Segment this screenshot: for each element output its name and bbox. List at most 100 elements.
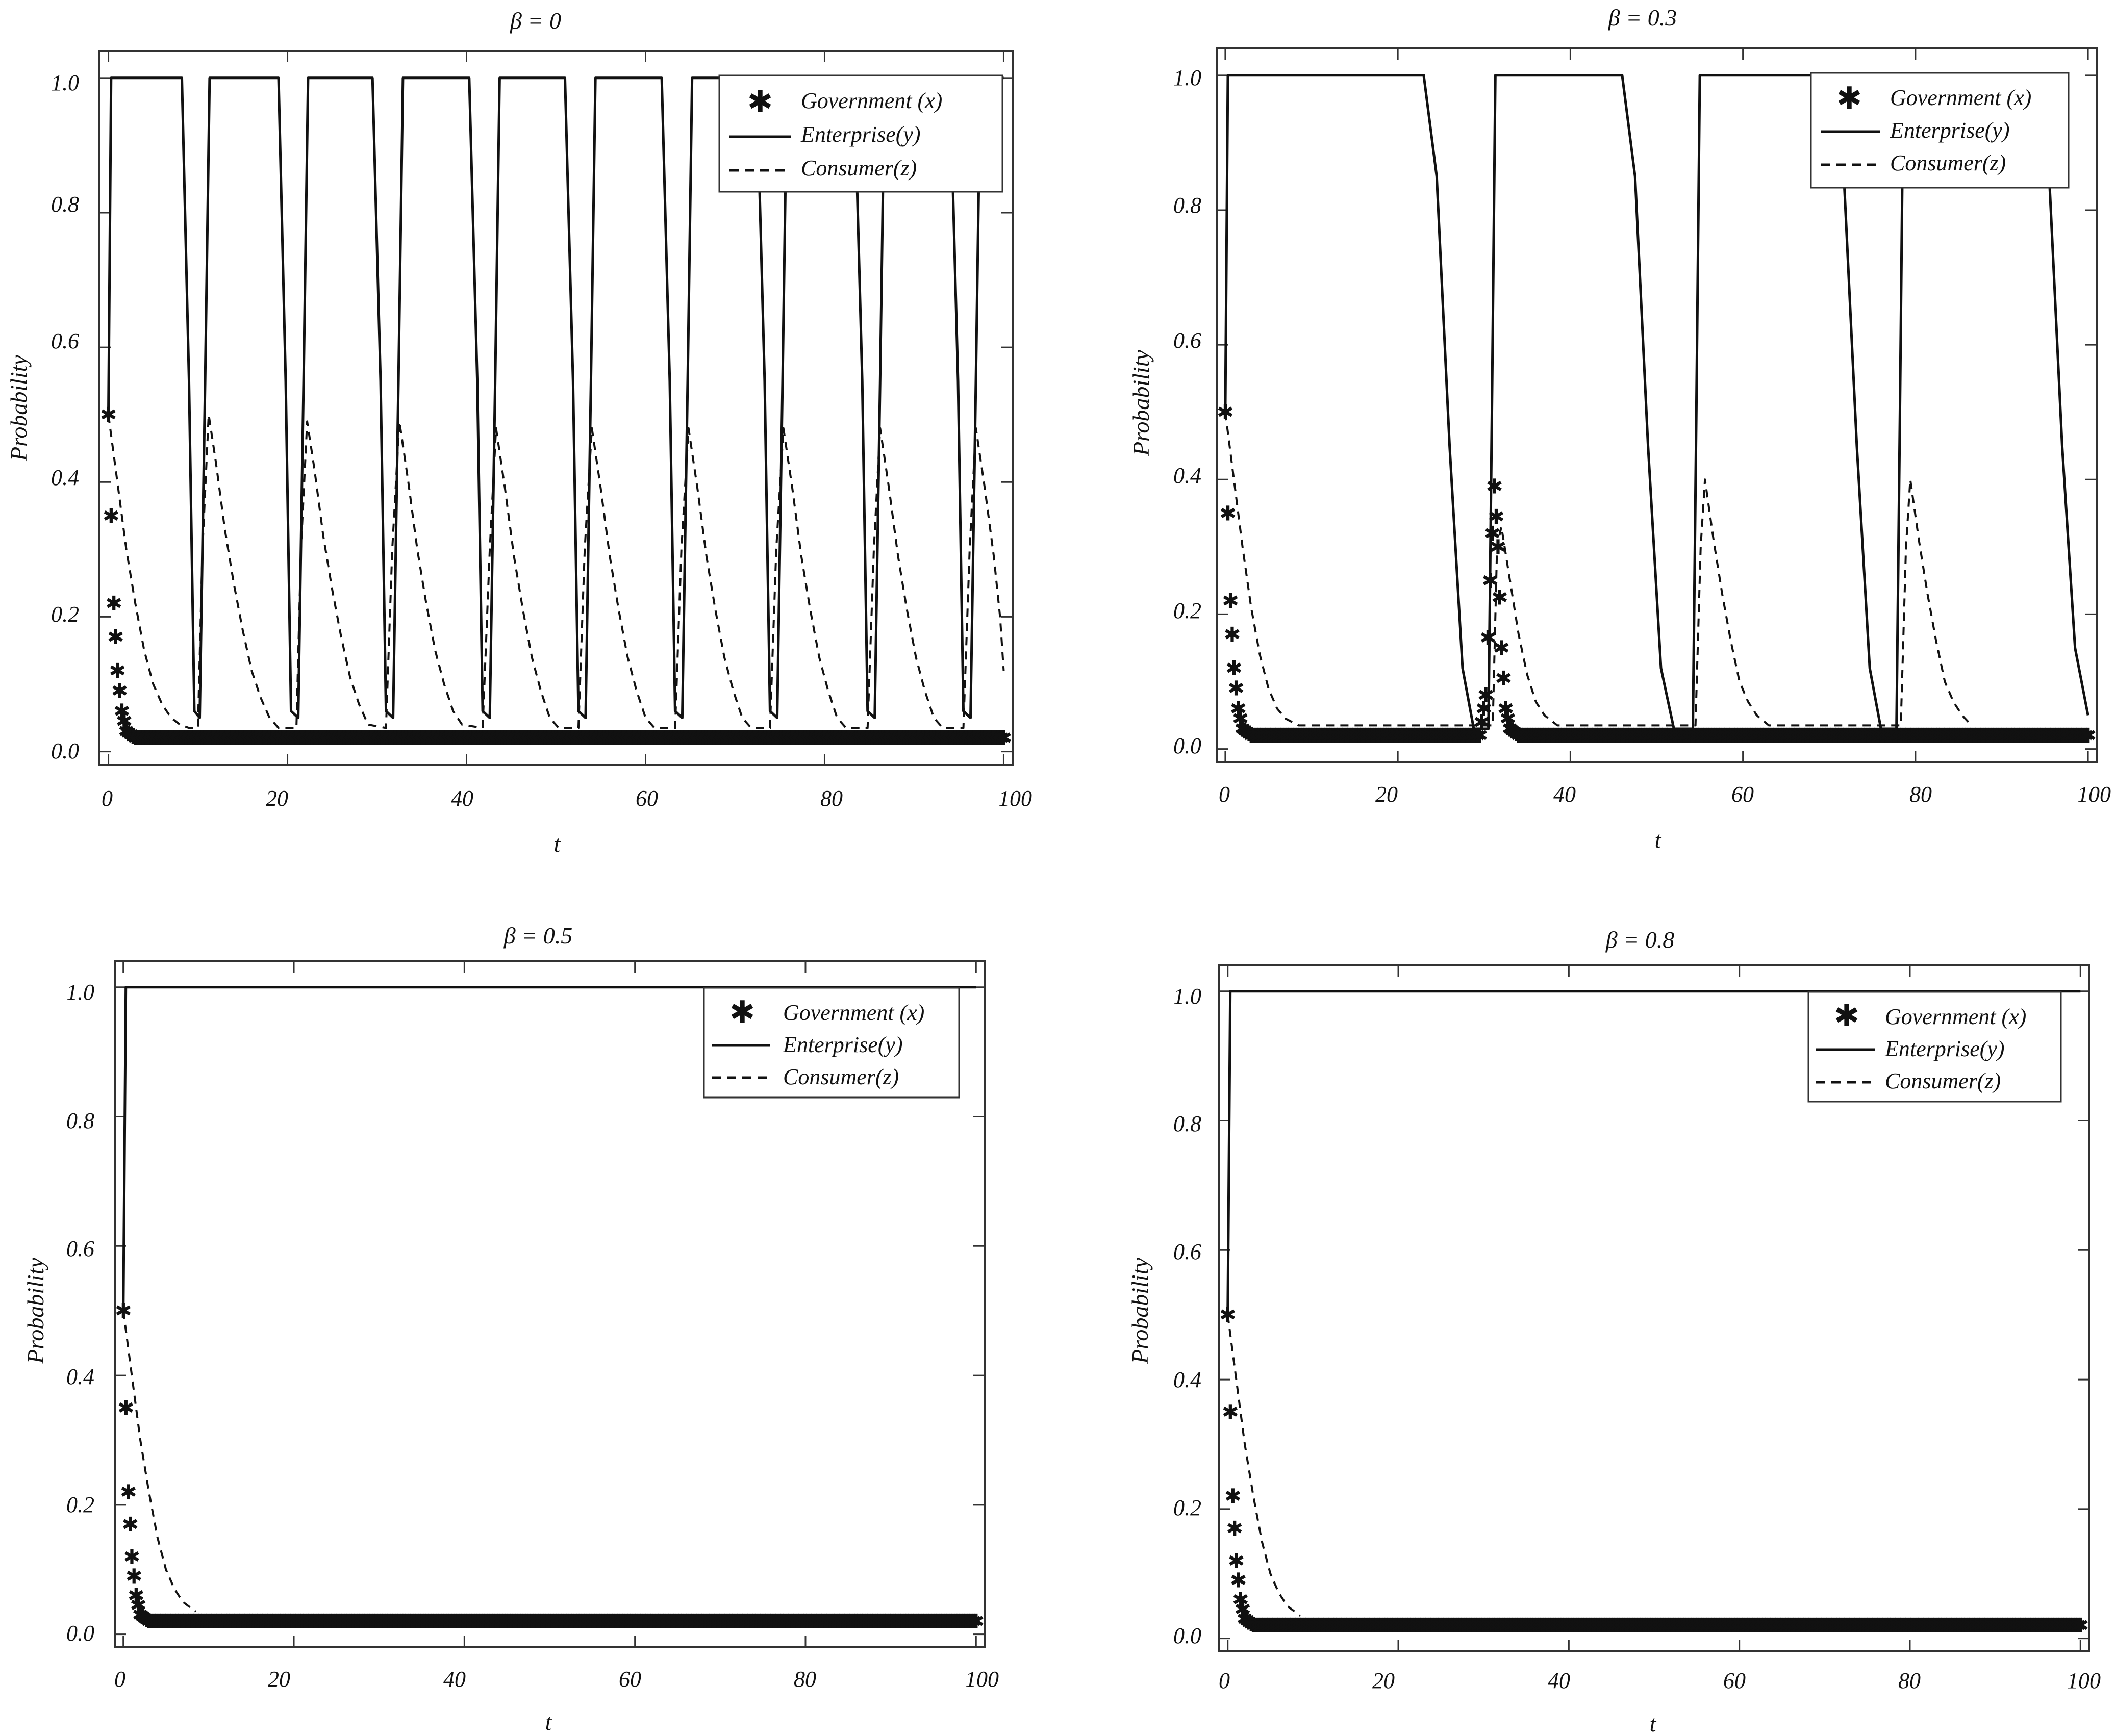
data-point: ✱ [181,727,198,750]
y-tick-label: 0.2 [1173,598,1201,623]
y-tick-label: 0.0 [1173,733,1201,758]
data-point: ✱ [403,727,420,750]
y-tick-label: 1.0 [51,70,79,95]
data-point: ✱ [191,727,209,750]
data-point: ✱ [116,710,133,733]
data-point: ✱ [269,727,286,750]
data-point: ✱ [151,727,168,750]
y-axis-label: Probability [6,355,32,462]
data-point: ✱ [130,727,147,750]
asterisk-icon: ✱ [1834,998,1859,1034]
data-point: ✱ [416,727,434,750]
data-point: ✱ [344,727,361,750]
data-point: ✱ [127,727,144,750]
data-point: ✱ [496,727,514,750]
y-tick-label: 0.4 [66,1364,94,1389]
x-tick-label: 0 [114,1667,125,1692]
data-point: ✱ [258,727,275,750]
data-point: ✱ [389,727,407,750]
data-point: ✱ [432,727,449,750]
chart-panel-3: β = 0.5 0 20 40 60 80 100 0.0 0.2 0.4 0.… [22,923,999,1735]
data-point: ✱ [336,727,353,750]
data-point: ✱ [121,1513,139,1537]
data-point: ✱ [239,727,257,750]
data-point: ✱ [1495,667,1513,691]
data-point: ✱ [229,727,246,750]
data-point: ✱ [333,727,350,750]
data-point: ✱ [513,727,530,750]
data-point: ✱ [2079,724,2097,748]
data-point: ✱ [547,727,565,750]
data-point: ✱ [457,727,474,750]
data-point: ✱ [558,727,575,750]
x-tick-label: 60 [1723,1668,1746,1693]
x-tick-label: 20 [1372,1668,1395,1693]
data-point: ✱ [489,727,506,750]
asterisk-icon: ✱ [729,994,755,1030]
data-point: ✱ [1224,623,1241,647]
data-point: ✱ [451,727,468,750]
data-point: ✱ [341,727,359,750]
y-axis-label: Probability [22,1258,48,1364]
data-point: ✱ [475,727,492,750]
plot-frame [98,50,1014,766]
data-point: ✱ [470,727,487,750]
data-point: ✱ [250,727,267,750]
y-tick-label: 0.8 [66,1108,94,1133]
x-tick-label: 40 [1553,782,1576,807]
data-point: ✱ [196,727,214,750]
data-point: ✱ [510,727,527,750]
data-point: ✱ [277,727,294,750]
data-point: ✱ [143,727,160,750]
legend: ✱ Government (x) Enterprise(y) Consumer(… [718,74,1003,193]
data-point: ✱ [371,727,388,750]
x-tick-label: 20 [268,1667,290,1692]
y-tick-label: 0.8 [51,192,79,217]
series-government-markers: ✱✱✱✱✱✱✱✱✱✱✱✱✱✱✱✱✱✱✱✱✱✱✱✱✱✱✱✱✱✱✱✱✱✱✱✱✱✱✱✱… [1219,1304,2089,1638]
legend-label-consumer: Consumer(z) [801,156,917,181]
data-point: ✱ [360,727,377,750]
data-point: ✱ [298,727,316,750]
data-point: ✱ [170,727,187,750]
data-point: ✱ [424,727,442,750]
data-point: ✱ [118,720,135,744]
y-tick-label: 0.6 [66,1236,94,1261]
data-point: ✱ [387,727,404,750]
data-point: ✱ [446,727,463,750]
data-point: ✱ [406,727,423,750]
data-point: ✱ [440,727,458,750]
data-point: ✱ [1226,1517,1243,1541]
data-point: ✱ [2072,1614,2089,1638]
x-tick-label: 20 [266,786,288,811]
data-point: ✱ [494,727,511,750]
data-point: ✱ [1219,1304,1237,1327]
data-point: ✱ [540,727,557,750]
data-point: ✱ [505,727,522,750]
data-point: ✱ [178,727,195,750]
data-point: ✱ [556,727,573,750]
data-point: ✱ [499,727,517,750]
data-point: ✱ [202,727,219,750]
x-axis-label: t [1655,827,1662,853]
data-point: ✱ [448,727,466,750]
chart-title: β = 0.8 [1605,927,1674,953]
data-point: ✱ [435,727,452,750]
data-point: ✱ [1490,535,1507,559]
data-point: ✱ [507,727,524,750]
y-tick-label: 0.0 [66,1621,94,1646]
data-point: ✱ [328,727,345,750]
data-point: ✱ [322,727,340,750]
data-point: ✱ [274,727,291,750]
x-tick-label: 60 [1731,782,1754,807]
data-point: ✱ [521,727,538,750]
x-tick-label: 100 [2067,1668,2101,1693]
x-tick-label: 80 [794,1667,816,1692]
data-point: ✱ [122,724,140,747]
legend: ✱ Government (x) Enterprise(y) Consumer(… [1810,72,2070,189]
x-tick-label: 100 [2077,782,2111,807]
data-point: ✱ [218,727,235,750]
data-point: ✱ [346,727,364,750]
data-point: ✱ [518,727,536,750]
x-tick-label: 60 [636,786,658,811]
